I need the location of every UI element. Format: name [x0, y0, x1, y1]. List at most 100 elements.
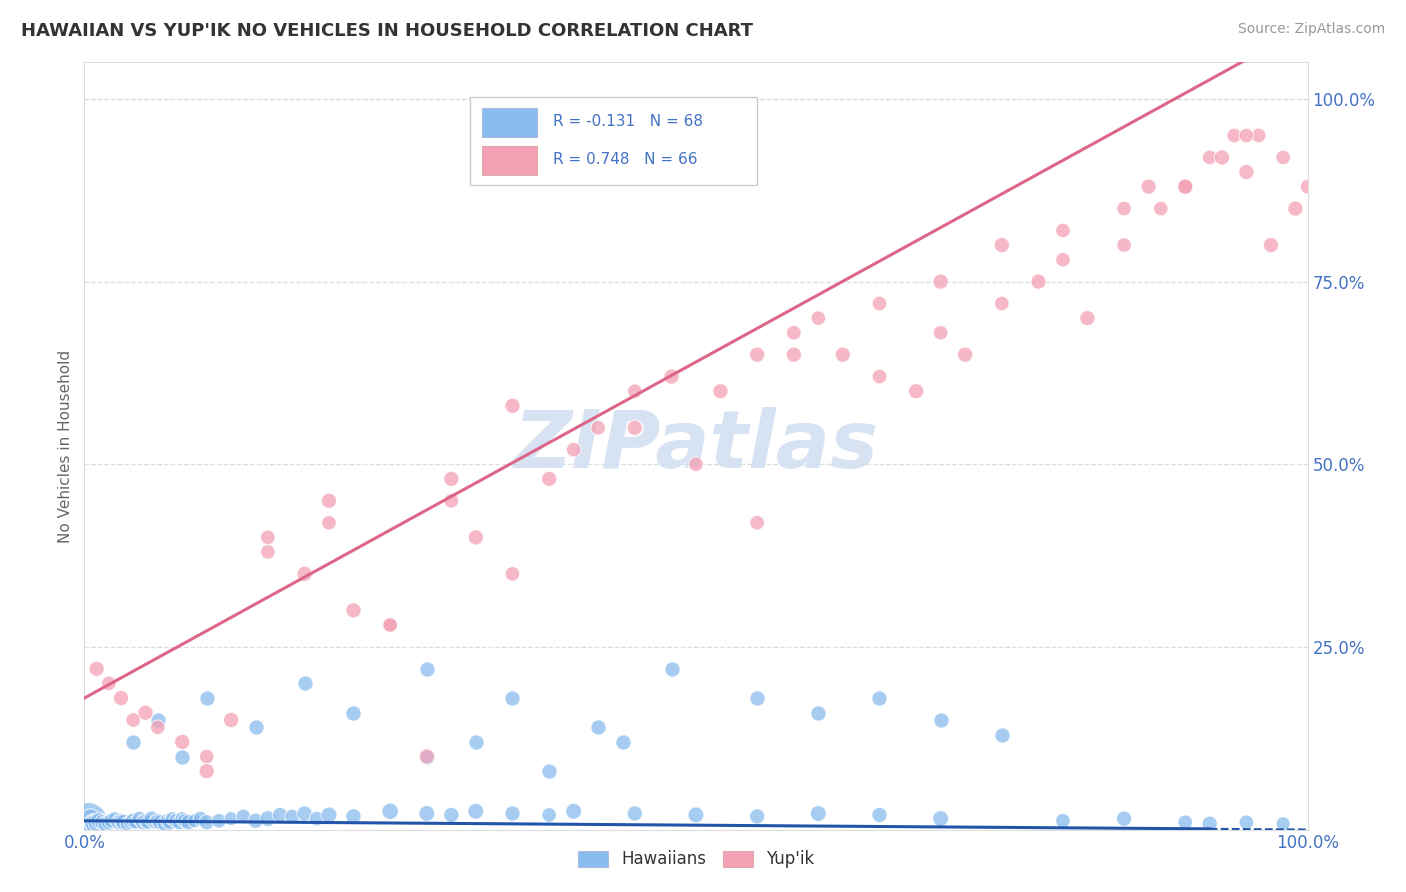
Point [747, 516, 769, 530]
Point [1114, 812, 1136, 826]
Point [104, 812, 127, 826]
Point [195, 749, 218, 764]
Point [159, 815, 181, 830]
Point [562, 442, 585, 457]
Point [1260, 238, 1282, 252]
Point [869, 369, 891, 384]
Point [416, 662, 439, 676]
Point [125, 815, 148, 830]
Point [661, 662, 683, 676]
Point [342, 809, 364, 823]
Point [141, 812, 163, 826]
Point [173, 814, 195, 828]
Point [502, 691, 524, 706]
Legend: Hawaiians, Yup'ik: Hawaiians, Yup'ik [571, 844, 821, 875]
Point [172, 735, 194, 749]
Point [1052, 223, 1074, 237]
Point [232, 809, 254, 823]
Point [1296, 179, 1319, 194]
Point [294, 806, 316, 821]
Point [416, 806, 439, 821]
Point [83, 816, 105, 830]
Point [1174, 815, 1197, 830]
Point [1114, 202, 1136, 216]
Point [122, 814, 145, 828]
Text: R = 0.748   N = 66: R = 0.748 N = 66 [553, 153, 697, 168]
FancyBboxPatch shape [470, 97, 758, 186]
Point [195, 691, 218, 706]
Point [169, 815, 191, 830]
Point [281, 809, 304, 823]
Point [122, 713, 145, 727]
Point [318, 493, 340, 508]
Point [380, 618, 402, 632]
Point [149, 815, 172, 830]
Point [115, 816, 138, 830]
Point [661, 369, 683, 384]
Point [464, 530, 486, 544]
Point [195, 764, 218, 778]
Point [146, 713, 169, 727]
Text: R = -0.131   N = 68: R = -0.131 N = 68 [553, 114, 703, 129]
Point [586, 720, 609, 734]
Point [1028, 275, 1050, 289]
Point [96, 816, 118, 830]
Point [1223, 128, 1246, 143]
Point [747, 348, 769, 362]
Point [318, 808, 340, 822]
Point [905, 384, 928, 399]
Point [831, 348, 853, 362]
Text: Source: ZipAtlas.com: Source: ZipAtlas.com [1237, 22, 1385, 37]
Point [1211, 150, 1233, 164]
Point [807, 311, 830, 326]
Point [208, 814, 231, 828]
Point [624, 806, 647, 821]
Point [416, 749, 439, 764]
Point [146, 814, 169, 828]
Point [502, 399, 524, 413]
Point [110, 691, 132, 706]
Point [1272, 816, 1295, 830]
Point [82, 815, 104, 830]
Point [269, 808, 291, 822]
Point [1198, 150, 1220, 164]
Point [107, 815, 129, 830]
Point [747, 809, 769, 823]
Point [624, 384, 647, 399]
Point [172, 749, 194, 764]
Point [257, 812, 280, 826]
Point [100, 814, 122, 828]
Point [122, 735, 145, 749]
Point [153, 816, 176, 830]
Point [1284, 202, 1306, 216]
Point [120, 815, 142, 830]
Point [538, 808, 561, 822]
Point [624, 421, 647, 435]
Point [464, 805, 486, 819]
Point [97, 676, 120, 690]
Point [1236, 815, 1258, 830]
Point [502, 566, 524, 581]
Point [79, 812, 101, 826]
Point [143, 815, 166, 830]
Point [380, 805, 402, 819]
Point [1076, 311, 1098, 326]
Point [685, 457, 707, 471]
Point [538, 472, 561, 486]
Point [110, 814, 132, 828]
Point [807, 806, 830, 821]
Point [869, 808, 891, 822]
Point [257, 545, 280, 559]
Point [416, 749, 439, 764]
Point [91, 815, 114, 830]
Point [257, 530, 280, 544]
Text: ZIPatlas: ZIPatlas [513, 407, 879, 485]
Point [953, 348, 976, 362]
Point [1174, 179, 1197, 194]
Point [1052, 252, 1074, 267]
Point [86, 662, 108, 676]
Point [807, 706, 830, 720]
Point [685, 808, 707, 822]
Point [929, 326, 952, 340]
Point [502, 806, 524, 821]
